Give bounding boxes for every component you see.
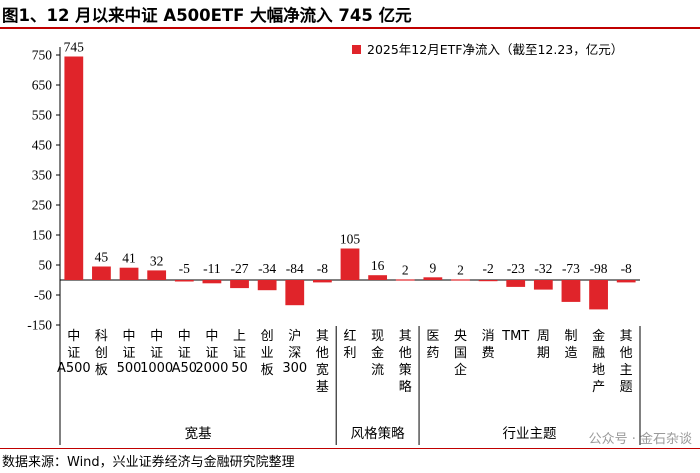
- legend-swatch: [352, 45, 361, 54]
- y-tick-label: 750: [32, 48, 53, 63]
- data-label: -8: [621, 261, 632, 276]
- data-label: 745: [64, 40, 85, 55]
- data-label: 105: [340, 232, 361, 247]
- bar: [92, 266, 111, 280]
- y-tick-label: 350: [32, 168, 53, 183]
- category-label: 中证 A50: [172, 329, 197, 376]
- y-tick-label: 150: [32, 228, 53, 243]
- data-label: -73: [562, 261, 580, 276]
- y-tick-label: 550: [32, 108, 53, 123]
- bar: [230, 280, 249, 289]
- data-label: -11: [203, 261, 221, 276]
- category-label: 其他主题: [620, 329, 633, 395]
- source-note: 数据来源：Wind，兴业证券经济与金融研究院整理: [2, 455, 295, 470]
- category-label: 科创板: [95, 329, 108, 378]
- group-label: 风格策略: [351, 425, 405, 442]
- bar: [423, 277, 443, 280]
- data-label: -34: [258, 261, 276, 276]
- category-label: 中证 A500: [57, 329, 91, 376]
- bar: [616, 280, 636, 283]
- category-label: 消费: [482, 329, 495, 361]
- figure-title: 图1、12 月以来中证 A500ETF 大幅净流入 745 亿元: [2, 6, 412, 25]
- legend-label: 2025年12月ETF净流入（截至12.23，亿元）: [367, 42, 623, 57]
- category-label: TMT: [501, 329, 529, 344]
- bar: [506, 280, 526, 287]
- category-label: 现金流: [371, 329, 384, 378]
- data-label: -8: [317, 261, 328, 276]
- bar: [312, 280, 332, 283]
- data-label: 9: [429, 260, 436, 275]
- category-label: 上证 50: [231, 329, 248, 376]
- category-label: 中证 500: [117, 329, 142, 376]
- bar: [533, 280, 553, 290]
- title-rule: [0, 27, 700, 29]
- bar: [202, 280, 222, 284]
- data-label: -27: [231, 261, 249, 276]
- bar: [340, 248, 360, 280]
- category-label: 沪深 300: [282, 328, 307, 376]
- y-tick-label: -50: [34, 288, 52, 303]
- y-tick-label: 450: [32, 138, 53, 153]
- y-tick-label: 650: [32, 78, 53, 93]
- bar: [174, 280, 194, 282]
- data-label: 16: [371, 258, 385, 273]
- data-label: -5: [179, 261, 190, 276]
- data-label: -84: [286, 261, 304, 276]
- data-label: -32: [534, 261, 552, 276]
- watermark-text: 公众号 · 金石杂谈: [588, 432, 692, 447]
- y-tick-label: -150: [27, 318, 52, 333]
- bar: [368, 275, 388, 280]
- data-label: 45: [95, 250, 109, 265]
- group-label: 行业主题: [503, 426, 557, 442]
- category-label: 其他策略: [399, 329, 412, 395]
- bar: [147, 270, 167, 280]
- bar: [64, 56, 84, 280]
- category-label: 央国企: [454, 329, 467, 378]
- category-label: 中证 1000: [140, 329, 173, 376]
- data-label: 32: [150, 253, 164, 268]
- category-label: 其他宽基: [316, 329, 329, 395]
- bottom-rule: [0, 448, 700, 449]
- data-label: 2: [457, 262, 464, 277]
- bar: [451, 279, 470, 281]
- category-label: 制造: [564, 329, 577, 361]
- group-label: 宽基: [185, 425, 212, 442]
- data-label: -2: [482, 261, 493, 276]
- data-label: 41: [122, 251, 136, 266]
- category-label: 红利: [343, 328, 356, 361]
- title-bar: 图1、12 月以来中证 A500ETF 大幅净流入 745 亿元: [0, 0, 700, 29]
- data-label: 2: [402, 262, 409, 277]
- category-label: 创业板: [261, 329, 274, 378]
- bar: [257, 280, 277, 291]
- bar: [395, 279, 415, 281]
- category-label: 中证 2000: [195, 329, 228, 376]
- category-label: 金融地产: [592, 328, 605, 395]
- bar: [119, 267, 139, 280]
- bar: [285, 280, 305, 306]
- bar: [561, 280, 581, 302]
- data-label: -23: [507, 261, 525, 276]
- y-tick-label: 250: [32, 198, 53, 213]
- category-label: 医药: [426, 329, 439, 361]
- y-tick-label: 50: [39, 258, 53, 273]
- category-label: 周期: [537, 329, 550, 361]
- data-label: -98: [590, 261, 608, 276]
- bar: [589, 280, 608, 310]
- bar: [478, 280, 498, 282]
